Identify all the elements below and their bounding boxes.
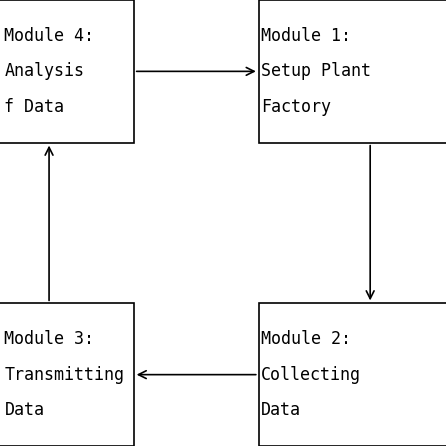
Text: Module 3:: Module 3: — [4, 330, 95, 348]
Text: f Data: f Data — [4, 98, 65, 116]
FancyBboxPatch shape — [259, 303, 446, 446]
FancyBboxPatch shape — [0, 303, 134, 446]
Text: Collecting: Collecting — [261, 366, 361, 384]
Text: Data: Data — [261, 401, 301, 419]
Text: Data: Data — [4, 401, 45, 419]
Text: Setup Plant: Setup Plant — [261, 62, 371, 80]
Text: Transmitting: Transmitting — [4, 366, 124, 384]
FancyBboxPatch shape — [0, 0, 134, 143]
Text: Module 2:: Module 2: — [261, 330, 351, 348]
Text: Factory: Factory — [261, 98, 331, 116]
Text: Module 4:: Module 4: — [4, 27, 95, 45]
Text: Analysis: Analysis — [4, 62, 84, 80]
Text: Module 1:: Module 1: — [261, 27, 351, 45]
FancyBboxPatch shape — [259, 0, 446, 143]
